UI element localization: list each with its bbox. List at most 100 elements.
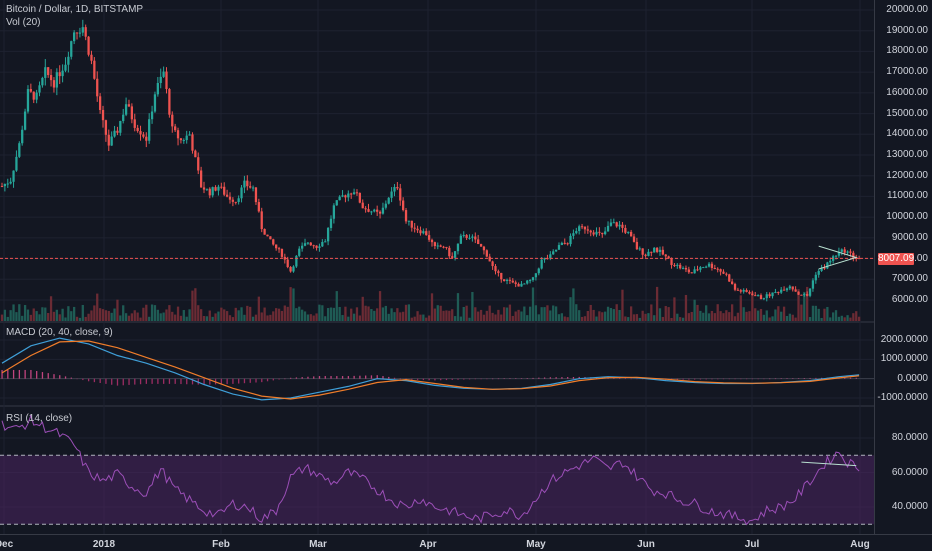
volume-bar: [341, 315, 344, 321]
candle-body: [817, 270, 820, 275]
x-tick-label: Jun: [637, 539, 655, 550]
candle-body: [474, 236, 477, 240]
volume-bar: [64, 317, 67, 321]
macd-histogram-bar: [203, 378, 205, 385]
macd-histogram-bar: [30, 369, 32, 379]
volume-bar: [572, 288, 575, 321]
macd-histogram-bar: [272, 378, 274, 381]
volume-bar: [376, 308, 379, 321]
volume-bar: [23, 305, 27, 321]
candle-body: [309, 242, 312, 246]
candle-body: [618, 224, 621, 227]
candle-body: [756, 295, 760, 297]
volume-bar: [696, 304, 699, 321]
candle-body: [500, 272, 503, 280]
candle-body: [699, 267, 702, 270]
volume-bar: [309, 314, 312, 321]
candle-body: [240, 187, 243, 199]
candle-body: [606, 225, 610, 232]
candle-body: [251, 187, 255, 189]
candle-body: [572, 233, 575, 236]
candle-body: [18, 143, 21, 157]
candle-body: [312, 245, 315, 247]
x-tick-label: Aug: [850, 539, 870, 550]
volume-bar: [673, 297, 676, 321]
y-tick-label: 16000.00: [886, 86, 928, 98]
volume-bar: [422, 314, 425, 321]
volume-bar: [736, 312, 740, 321]
macd-histogram-bar: [411, 378, 413, 380]
volume-bar: [416, 311, 419, 321]
volume-bar: [119, 315, 122, 321]
candle-body: [35, 92, 38, 100]
candle-body: [150, 111, 154, 120]
candle-body: [174, 126, 177, 131]
candle-body: [707, 263, 711, 267]
volume-bar: [211, 316, 214, 321]
volume-bar: [280, 310, 284, 321]
candle-body: [295, 255, 298, 267]
macd-histogram-bar: [463, 378, 465, 380]
candle-body: [681, 267, 685, 269]
macd-histogram-bar: [728, 378, 730, 380]
macd-histogram-bar: [64, 376, 67, 379]
candle-body: [627, 231, 630, 233]
volume-bar: [197, 305, 200, 321]
candle-body: [338, 196, 341, 201]
volume-bar: [632, 314, 636, 321]
candle-body: [341, 195, 344, 197]
volume-bar: [249, 306, 252, 321]
macd-histogram-bar: [87, 378, 90, 382]
volume-bar: [381, 307, 385, 321]
candle-body: [303, 243, 307, 246]
volume-bar: [580, 316, 584, 321]
candle-body: [537, 268, 540, 274]
volume-bar: [569, 297, 572, 321]
candle-body: [84, 27, 87, 37]
volume-bar: [107, 310, 110, 321]
volume-bar: [145, 304, 148, 321]
candle-body: [505, 279, 509, 282]
volume-bar: [243, 314, 246, 321]
volume-bar: [150, 304, 154, 321]
macd-histogram-bar: [538, 377, 540, 379]
candle-body: [632, 236, 636, 242]
y-tick-label: 13000.00: [886, 149, 928, 160]
macd-histogram-bar: [468, 378, 471, 380]
volume-bar: [6, 316, 9, 321]
macd-histogram-bar: [642, 378, 644, 380]
price-axis[interactable]: [874, 0, 932, 550]
candle-body: [655, 247, 659, 252]
candle-body: [21, 129, 24, 144]
volume-bar: [598, 311, 601, 321]
volume-bar: [713, 313, 716, 321]
volume-bar: [791, 314, 794, 321]
candle-body: [410, 220, 413, 228]
volume-bar: [528, 306, 532, 321]
candle-body: [321, 241, 324, 247]
volume-bar: [831, 312, 835, 321]
volume-bar: [122, 305, 125, 321]
candle-body: [733, 283, 737, 290]
candle-body: [64, 64, 67, 71]
volume-bar: [826, 306, 829, 321]
macd-histogram-bar: [676, 378, 679, 380]
volume-bar: [857, 316, 861, 321]
y-tick-label: 11000.00: [887, 190, 928, 202]
volume-bar: [67, 306, 70, 321]
macd-histogram-bar: [53, 374, 55, 379]
candle-body: [471, 236, 474, 238]
candle-body: [840, 249, 843, 252]
candle-body: [690, 272, 693, 274]
time-axis[interactable]: [0, 534, 932, 551]
candle-body: [15, 156, 18, 171]
macd-histogram-bar: [186, 378, 188, 385]
candle-body: [442, 246, 445, 248]
volume-bar: [413, 316, 416, 321]
candle-body: [38, 85, 41, 93]
candle-body: [179, 138, 183, 141]
volume-bar: [759, 308, 763, 321]
candle-body: [713, 267, 716, 269]
volume-bar: [644, 313, 647, 321]
